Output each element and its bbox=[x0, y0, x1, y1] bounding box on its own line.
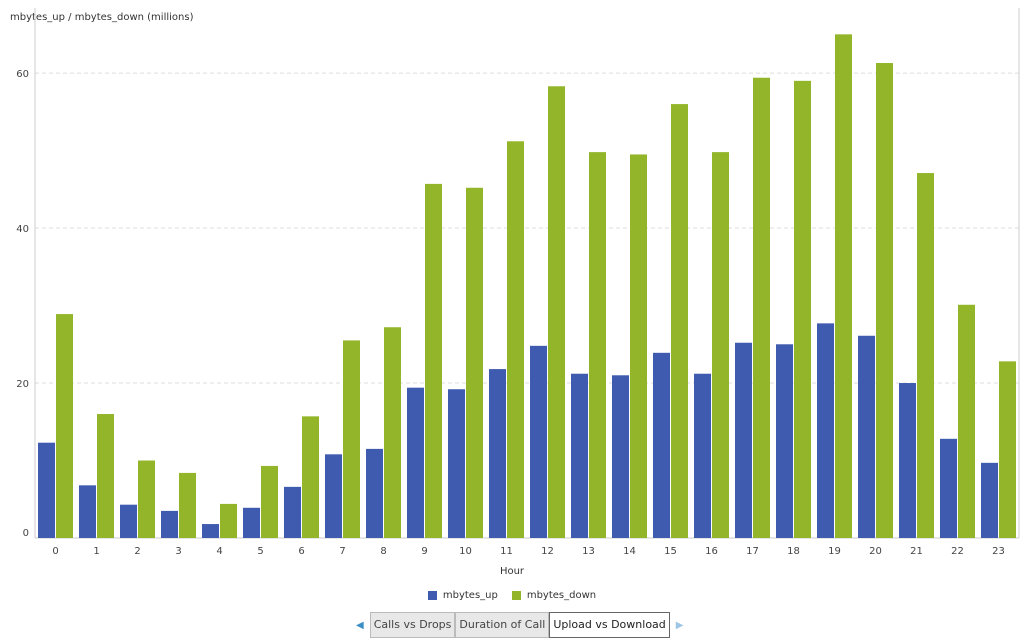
bar-mbytes_down-19 bbox=[835, 34, 852, 538]
legend-label: mbytes_up bbox=[442, 590, 498, 601]
legend: mbytes_up mbytes_down bbox=[0, 590, 1024, 601]
legend-swatch bbox=[511, 591, 521, 600]
x-tick-label: 23 bbox=[992, 546, 1005, 557]
bar-mbytes_up-3 bbox=[161, 510, 178, 538]
bar-mbytes_up-8 bbox=[366, 448, 383, 538]
legend-item-mbytes-up[interactable]: mbytes_up bbox=[427, 590, 498, 601]
bar-mbytes_up-4 bbox=[202, 524, 219, 538]
x-tick-label: 4 bbox=[216, 546, 222, 557]
x-tick-label: 18 bbox=[787, 546, 800, 557]
x-tick-label: 10 bbox=[459, 546, 472, 557]
bar-mbytes_up-22 bbox=[940, 438, 957, 538]
bar-mbytes_up-16 bbox=[694, 373, 711, 538]
x-tick-label: 3 bbox=[175, 546, 181, 557]
legend-item-mbytes-down[interactable]: mbytes_down bbox=[511, 590, 597, 601]
x-tick-label: 8 bbox=[380, 546, 386, 557]
bar-mbytes_up-17 bbox=[735, 342, 752, 538]
bar-mbytes_up-14 bbox=[612, 375, 629, 538]
tab-duration-of-call[interactable]: Duration of Call bbox=[455, 612, 550, 638]
bar-mbytes_down-11 bbox=[507, 141, 524, 539]
x-tick-label: 15 bbox=[664, 546, 677, 557]
bar-mbytes_down-0 bbox=[56, 314, 73, 538]
y-tick-label: 60 bbox=[16, 69, 29, 80]
x-tick-label: 9 bbox=[421, 546, 427, 557]
x-tick-label: 17 bbox=[746, 546, 759, 557]
x-tick-label: 20 bbox=[869, 546, 882, 557]
x-tick-label: 5 bbox=[257, 546, 263, 557]
bar-mbytes_up-0 bbox=[38, 442, 55, 538]
x-tick-label: 19 bbox=[828, 546, 841, 557]
bar-mbytes_up-19 bbox=[817, 323, 834, 538]
bar-mbytes_down-22 bbox=[958, 304, 975, 538]
tab-calls-vs-drops[interactable]: Calls vs Drops bbox=[369, 612, 456, 638]
x-tick-label: 6 bbox=[298, 546, 304, 557]
bar-mbytes_down-3 bbox=[179, 472, 196, 538]
bar-mbytes_up-10 bbox=[448, 389, 465, 538]
bar-mbytes_down-20 bbox=[876, 63, 893, 538]
x-tick-label: 22 bbox=[951, 546, 964, 557]
bar-mbytes_down-7 bbox=[343, 340, 360, 538]
bar-mbytes_down-2 bbox=[138, 460, 155, 538]
bar-mbytes_down-18 bbox=[794, 80, 811, 539]
bar-mbytes_up-15 bbox=[653, 352, 670, 538]
bar-mbytes_down-15 bbox=[671, 104, 688, 538]
bar-mbytes_down-5 bbox=[261, 465, 278, 538]
bar-mbytes_up-7 bbox=[325, 454, 342, 538]
bar-mbytes_up-5 bbox=[243, 507, 260, 538]
x-tick-label: 12 bbox=[541, 546, 554, 557]
bar-mbytes_down-16 bbox=[712, 152, 729, 538]
triangle-right-icon[interactable]: ▶ bbox=[675, 619, 684, 631]
bar-mbytes_up-20 bbox=[858, 335, 875, 538]
x-axis-title: Hour bbox=[499, 566, 525, 577]
bar-mbytes_up-6 bbox=[284, 486, 301, 538]
bar-mbytes_up-12 bbox=[530, 345, 547, 538]
y-tick-label: 0 bbox=[23, 528, 29, 539]
bar-mbytes_down-4 bbox=[220, 503, 237, 538]
x-tick-label: 16 bbox=[705, 546, 718, 557]
x-tick-label: 0 bbox=[52, 546, 58, 557]
bar-mbytes_up-11 bbox=[489, 369, 506, 538]
chart-tabs: ◀ Calls vs Drops Duration of Call Upload… bbox=[350, 612, 689, 638]
bar-mbytes_down-17 bbox=[753, 77, 770, 538]
tab-upload-vs-download[interactable]: Upload vs Download bbox=[549, 612, 670, 638]
bar-mbytes_down-10 bbox=[466, 187, 483, 538]
x-tick-label: 2 bbox=[134, 546, 140, 557]
x-tick-label: 7 bbox=[339, 546, 345, 557]
bar-mbytes_down-8 bbox=[384, 327, 401, 538]
bar-mbytes_up-21 bbox=[899, 383, 916, 538]
x-tick-label: 11 bbox=[500, 546, 513, 557]
legend-swatch bbox=[427, 591, 437, 600]
y-axis-title: mbytes_up / mbytes_down (millions) bbox=[10, 12, 194, 23]
bar-mbytes_up-9 bbox=[407, 387, 424, 538]
bar-mbytes_down-9 bbox=[425, 183, 442, 538]
y-tick-label: 20 bbox=[16, 379, 29, 390]
bar-mbytes_down-23 bbox=[999, 361, 1016, 538]
x-tick-label: 1 bbox=[93, 546, 99, 557]
bar-mbytes_down-12 bbox=[548, 86, 565, 539]
bar-mbytes_down-1 bbox=[97, 414, 114, 538]
bar-mbytes_down-6 bbox=[302, 416, 319, 538]
bar-mbytes_up-13 bbox=[571, 373, 588, 538]
y-tick-label: 40 bbox=[16, 224, 29, 235]
bar-mbytes_up-1 bbox=[79, 485, 96, 538]
bar-mbytes_up-23 bbox=[981, 462, 998, 538]
triangle-left-icon[interactable]: ◀ bbox=[356, 619, 364, 631]
legend-label: mbytes_down bbox=[526, 590, 597, 601]
bar-mbytes_up-2 bbox=[120, 504, 137, 538]
x-tick-label: 14 bbox=[623, 546, 636, 557]
bar-mbytes_down-21 bbox=[917, 173, 934, 538]
bar-mbytes_down-14 bbox=[630, 154, 647, 538]
x-tick-label: 13 bbox=[582, 546, 595, 557]
bar-mbytes_down-13 bbox=[589, 152, 606, 538]
x-tick-label: 21 bbox=[910, 546, 923, 557]
bar-mbytes_up-18 bbox=[776, 344, 793, 538]
